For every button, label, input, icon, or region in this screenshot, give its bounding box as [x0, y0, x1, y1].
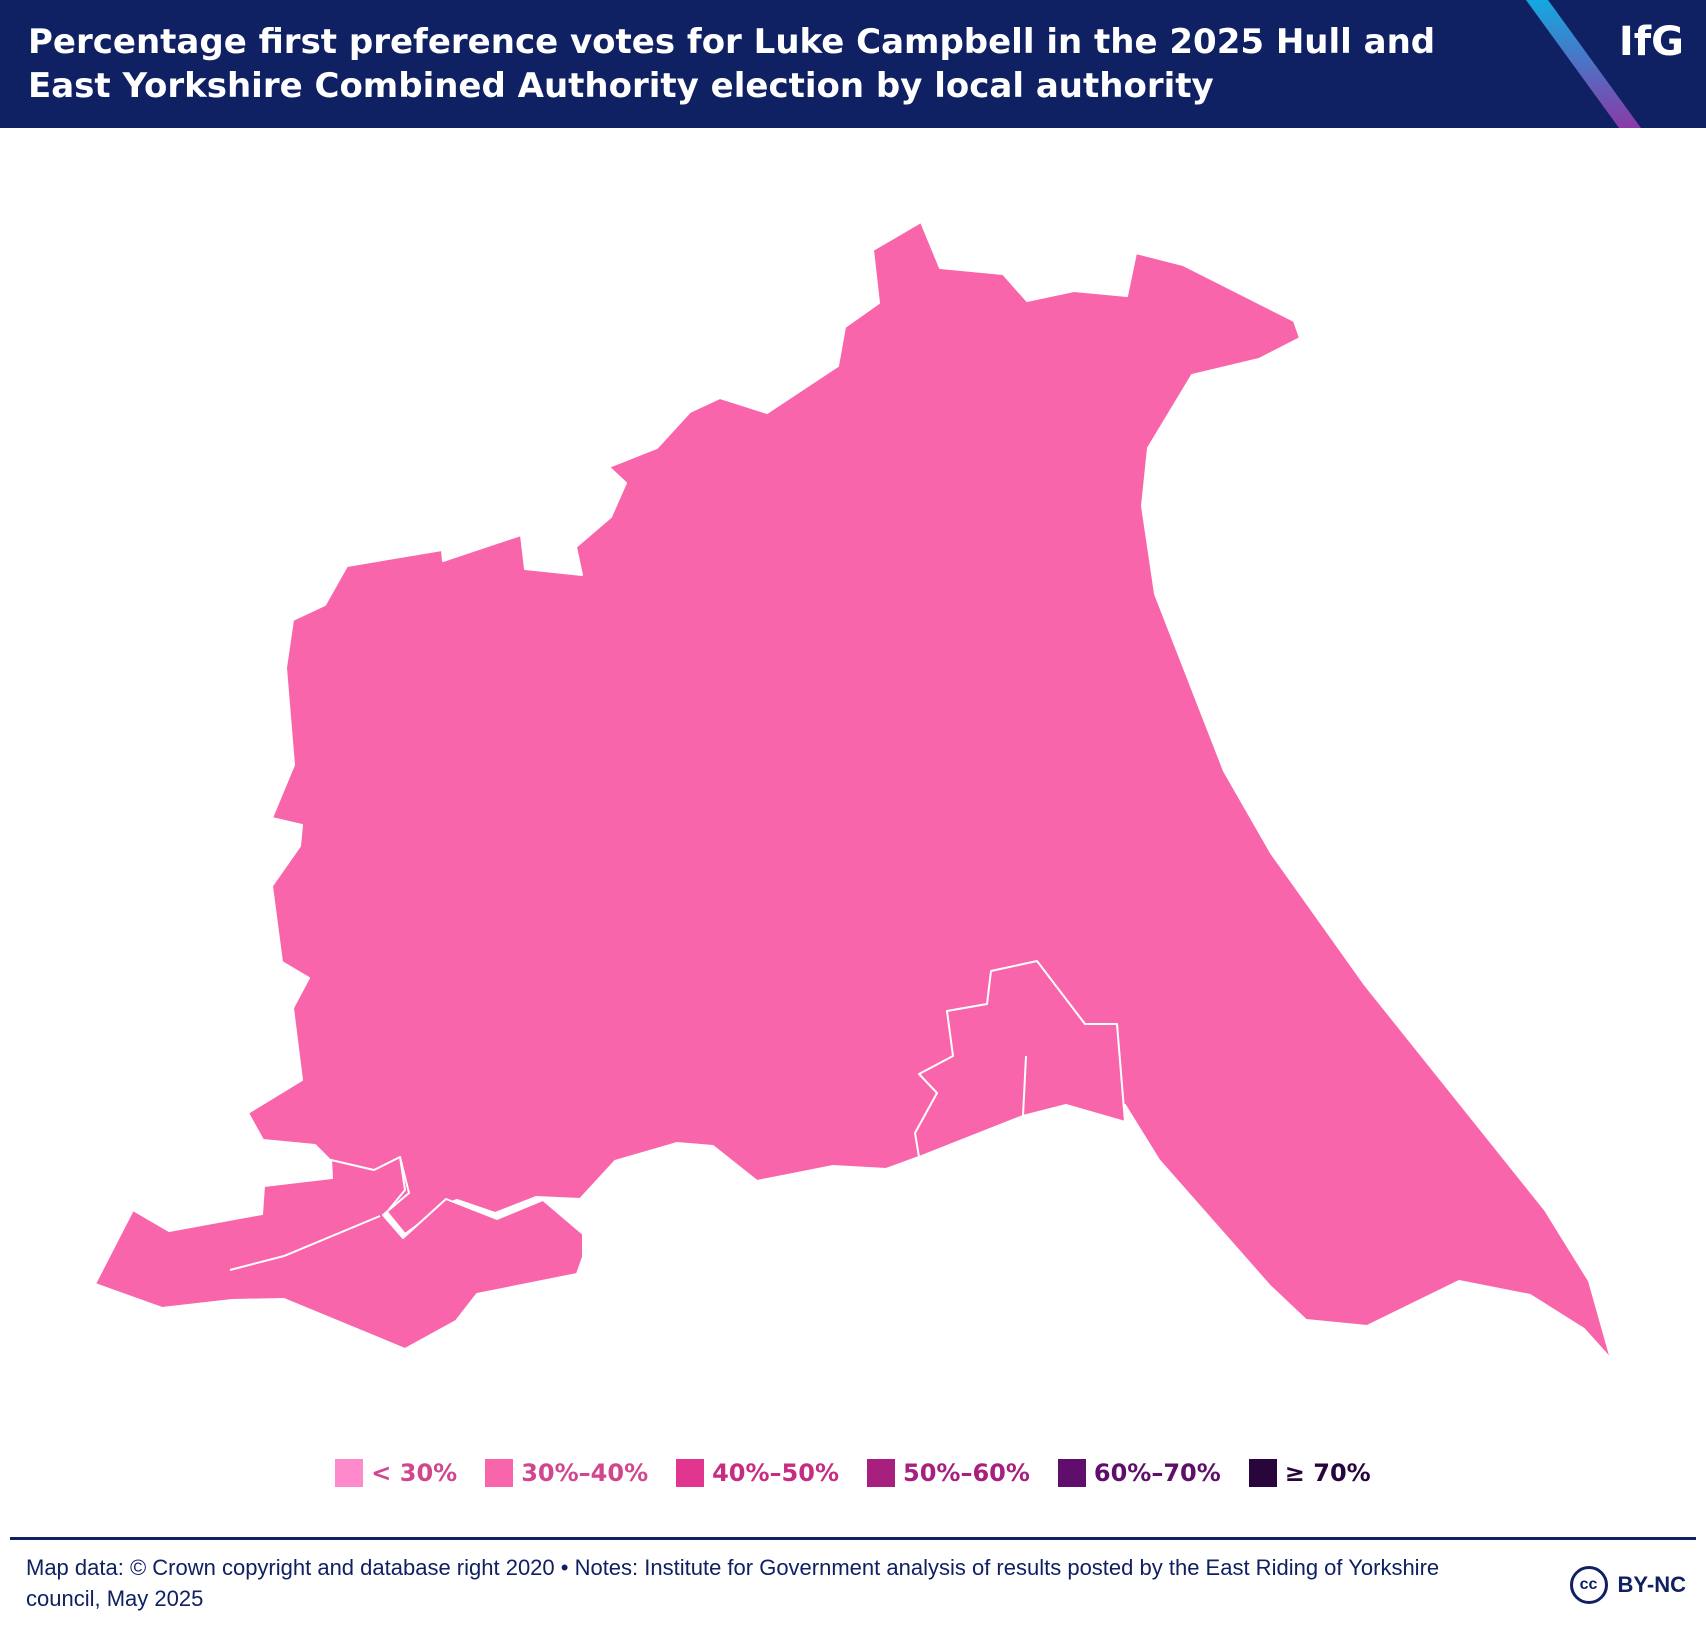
legend-item-50-60: 50%–60%	[867, 1459, 1030, 1487]
creative-commons-icon: cc	[1569, 1566, 1608, 1604]
source-note: Map data: © Crown copyright and database…	[26, 1555, 1440, 1611]
license-badge: cc BY-NC	[1569, 1566, 1686, 1604]
legend-label: 60%–70%	[1093, 1459, 1221, 1487]
legend-item-60-70: 60%–70%	[1057, 1459, 1221, 1487]
region-map	[94, 221, 1612, 1360]
header-banner: Percentage first preference votes for Lu…	[0, 0, 1706, 128]
legend-swatch	[1248, 1459, 1277, 1487]
legend-swatch	[335, 1459, 364, 1487]
legend-label: ≥ 70%	[1284, 1459, 1371, 1487]
legend-item-70-plus: ≥ 70%	[1248, 1459, 1371, 1487]
legend-label: 50%–60%	[903, 1459, 1030, 1487]
legend-swatch	[485, 1459, 514, 1487]
legend-item-below-30: < 30%	[335, 1459, 457, 1487]
license-label: BY-NC	[1617, 1572, 1686, 1597]
legend-swatch	[676, 1459, 705, 1487]
map-region-southwest[interactable]	[94, 1156, 584, 1350]
brand-stripe	[1526, 0, 1641, 128]
legend-swatch	[867, 1459, 895, 1487]
legend-swatch	[1057, 1459, 1086, 1487]
chart-title: Percentage first preference votes for Lu…	[28, 22, 1436, 106]
footer-divider	[10, 1537, 1696, 1540]
legend-item-30-40: 30%–40%	[485, 1459, 648, 1487]
legend-label: < 30%	[371, 1459, 458, 1487]
legend-item-40-50: 40%–50%	[676, 1459, 839, 1487]
legend-label: 40%–50%	[712, 1459, 839, 1487]
ifg-logo: IfG	[1618, 19, 1684, 65]
legend: < 30% 30%–40% 40%–50% 50%–60% 60%–70% ≥ …	[0, 1455, 1706, 1491]
boundary-lines	[229, 1055, 1027, 1271]
map-region-east-riding[interactable]	[247, 221, 1612, 1360]
map-region-kingston-upon-hull[interactable]	[914, 960, 1126, 1158]
legend-label: 30%–40%	[521, 1459, 649, 1487]
